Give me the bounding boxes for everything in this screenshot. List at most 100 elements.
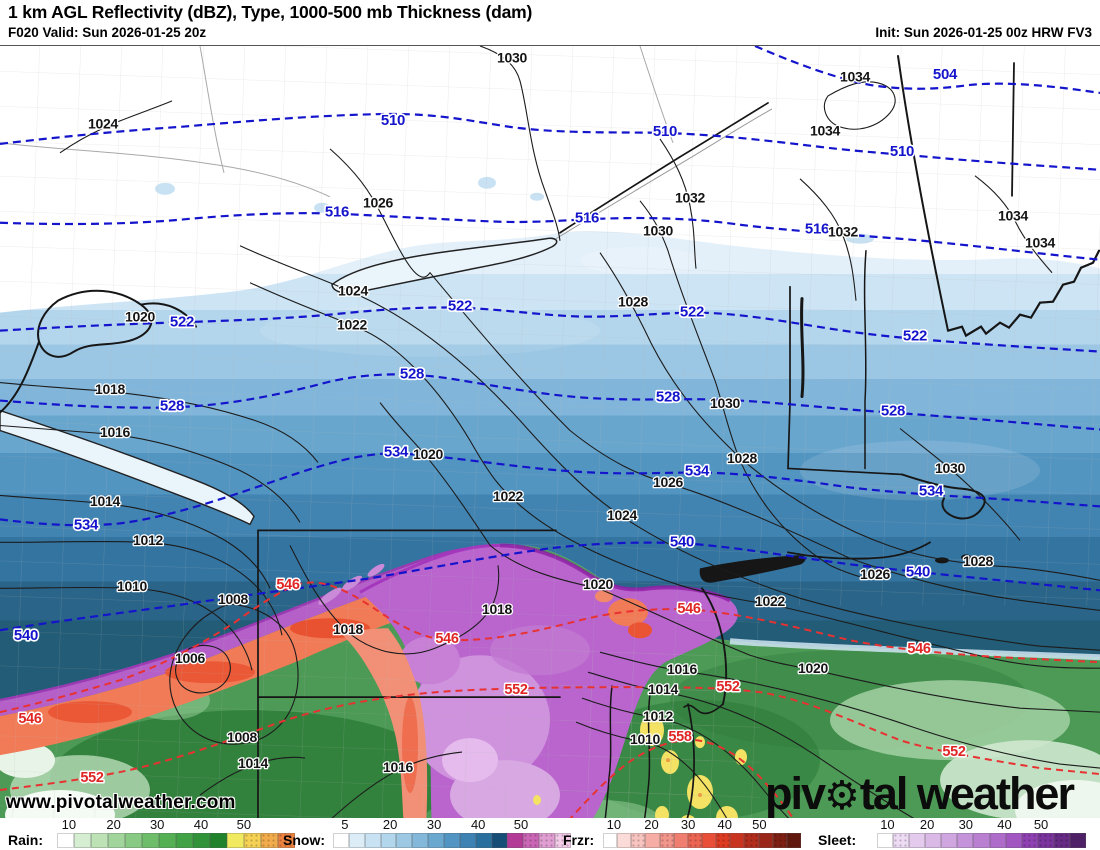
thickness-label-red: 552 [80,770,104,786]
legend-cell [772,833,787,848]
legend-colorbar: 10 20 30 40 50 [603,818,801,848]
legend-cell [428,833,445,848]
legend-cell [973,833,990,848]
legend-colorbar: 10 20 30 40 50 [877,818,1087,848]
thickness-label: 528 [881,402,905,419]
legend-cell [744,833,759,848]
thickness-label: 534 [919,482,944,499]
legend-cell [925,833,942,848]
isobar-label: 1022 [337,316,367,332]
isobar-label: 1018 [333,621,363,637]
long-island [699,554,971,583]
legend-cell [645,833,660,848]
thickness-label: 528 [400,366,424,383]
legend-cell [244,833,261,848]
legend-cell [631,833,646,848]
isobar-contours [0,46,1100,818]
isobar-label: 1026 [653,474,683,490]
thickness-label: 516 [575,210,599,227]
isobar-label: 1032 [675,190,705,206]
legend-cell [278,833,295,848]
isobar-label: 1008 [227,729,257,745]
legend-cell [380,833,397,848]
isobar-label: 1032 [828,223,858,239]
legend-cell [396,833,413,848]
legend-bar: Rain: 10 20 30 40 50 Snow: 5 20 30 40 50 Frzr: 10 20 30… [0,818,1100,850]
legend-cell [333,833,349,848]
legend-cell [673,833,688,848]
map-labels: 504 510 510 510 516 516 516 522 522 522 522 528 528 5… [12,48,1057,787]
legend-colorbar: 5 20 30 40 50 [333,818,571,848]
legend-tick: 20 [644,817,659,832]
legend-tick: 10 [606,817,622,832]
isobar-label: 1034 [810,123,840,139]
legend-tick: 40 [193,817,209,832]
thickness-label: 528 [160,397,184,414]
legend-tick: 10 [61,817,77,832]
legend-tick: 30 [149,817,165,832]
thickness-label: 528 [656,389,680,406]
isobar-label: 1028 [618,293,648,309]
thickness-label: 534 [74,516,99,533]
legend-cell [1021,833,1038,848]
legend-cell [555,833,571,848]
thickness-label-red: 546 [907,641,931,657]
legend-cell [507,833,524,848]
gear-icon: ⚙ [824,773,860,819]
legend-tick: 20 [382,817,398,832]
legend-cell [1069,833,1087,848]
isobar-label: 1024 [88,116,118,132]
legend-group-label: Snow: [283,832,325,848]
legend-cell [758,833,773,848]
legend-group-label: Rain: [8,832,43,848]
isobar-label: 1018 [482,601,512,617]
legend-cell [210,833,227,848]
legend-tick: 20 [919,817,935,832]
isobar-label: 1024 [338,282,368,298]
isobar-label: 1028 [727,450,757,466]
isobar-label: 1020 [125,308,155,324]
isobar-label: 1016 [667,661,697,677]
legend-tick: 30 [426,817,442,832]
legend-tick: 10 [880,817,895,832]
isobar-label: 1006 [175,650,205,666]
isobar-label: 1030 [935,460,965,476]
watermark-url: www.pivotalweather.com [6,792,236,813]
legend-cell [125,833,142,848]
thickness-label: 522 [680,304,704,321]
page-title: 1 km AGL Reflectivity (dBZ), Type, 1000-… [8,2,533,22]
legend-tick: 40 [997,817,1012,832]
isobar-label: 1034 [840,69,870,85]
isobar-label: 1020 [798,660,828,676]
legend-cell [1005,833,1022,848]
legend-cell [459,833,476,848]
legend-cell [176,833,193,848]
thickness-label: 522 [448,298,472,315]
state-boundaries [0,54,1100,818]
legend-tick: 50 [752,817,767,832]
legend-cell [701,833,717,848]
legend-cell [539,833,556,848]
legend-cell [444,833,460,848]
legend-cell [523,833,540,848]
legend-cell [227,833,244,848]
init-time-label: Init: Sun 2026-01-25 00z HRW FV3 [875,25,1092,40]
isobar-label: 1026 [363,195,393,211]
header: 1 km AGL Reflectivity (dBZ), Type, 1000-… [0,0,1100,46]
thickness-contours-blue [0,46,1100,632]
logo-prefix: piv [765,768,826,819]
thickness-label: 540 [14,627,38,644]
isobar-label: 1014 [90,493,120,509]
isobar-label: 1022 [755,593,785,609]
legend-cell [957,833,974,848]
legend-cell [348,833,365,848]
legend-cell [989,833,1006,848]
isobar-label: 1026 [860,566,890,582]
isobar-label: 1024 [607,507,637,523]
thickness-label-red: 546 [276,577,300,593]
thickness-label: 540 [906,563,930,580]
thickness-label: 522 [170,314,194,331]
legend-cell [786,833,801,848]
legend-group-label: Frzr: [563,832,595,848]
legend-cell [74,833,91,848]
